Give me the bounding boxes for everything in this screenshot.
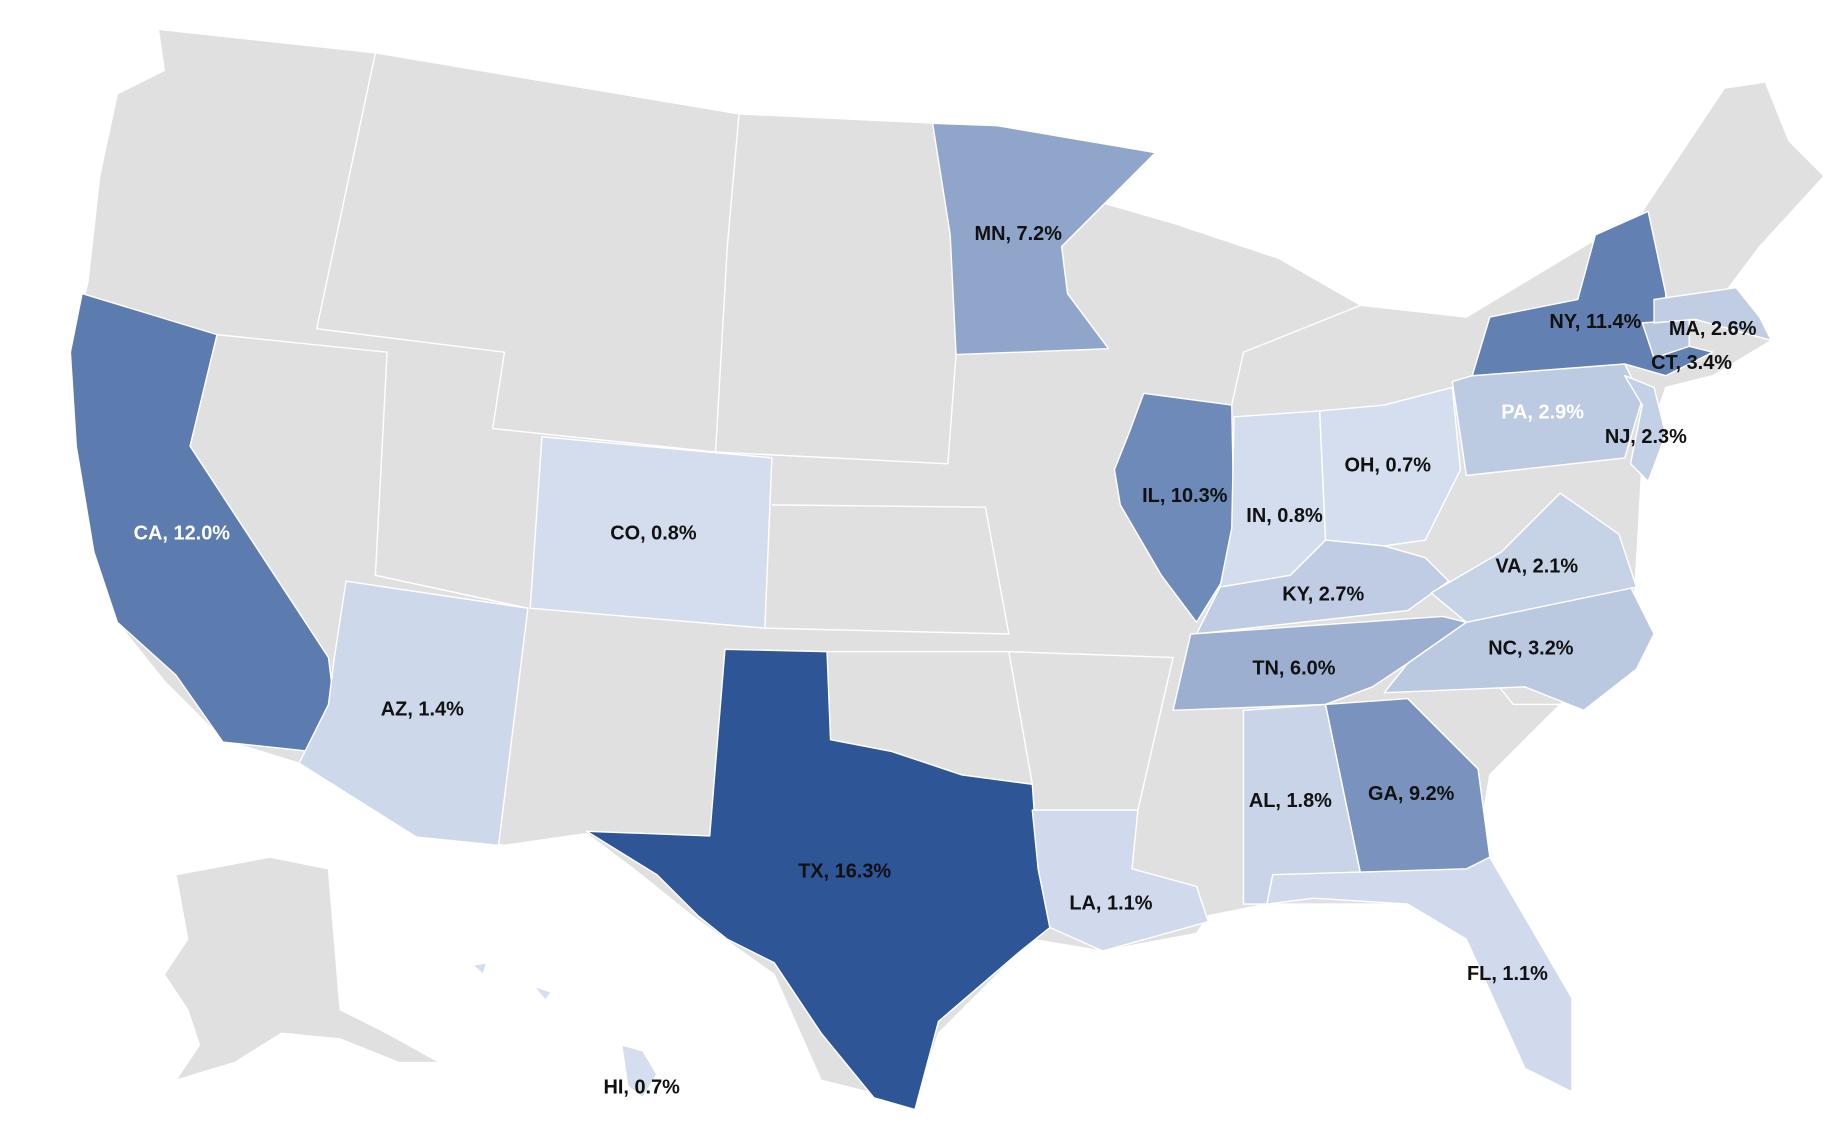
state <box>1624 375 1667 483</box>
state <box>1653 286 1773 342</box>
states <box>69 122 1773 1111</box>
state-label: PA, 2.9% <box>1501 402 1584 424</box>
state-label: VA, 2.1% <box>1495 555 1578 577</box>
state <box>529 436 773 629</box>
state-label: TX, 16.3% <box>798 861 891 883</box>
state <box>1031 809 1209 952</box>
state <box>69 292 336 753</box>
state-label: KY, 2.7% <box>1282 584 1364 606</box>
state-label: MN, 7.2% <box>974 223 1062 245</box>
state-label: CA, 12.0% <box>134 522 231 544</box>
state-label: CO, 0.8% <box>610 522 697 544</box>
state-label: GA, 9.2% <box>1368 783 1455 805</box>
state-label: TN, 6.0% <box>1252 657 1335 679</box>
state-label: FL, 1.1% <box>1467 963 1548 985</box>
state-label: OH, 0.7% <box>1345 454 1432 476</box>
state-label: NC, 3.2% <box>1488 638 1574 660</box>
state <box>1430 492 1638 623</box>
state-label: AL, 1.8% <box>1249 790 1332 812</box>
state-label: MA, 2.6% <box>1669 318 1757 340</box>
state-label: IL, 10.3% <box>1142 485 1228 507</box>
state <box>1195 539 1450 635</box>
state <box>298 580 529 847</box>
state-label: NY, 11.4% <box>1549 311 1641 333</box>
state <box>472 962 658 1099</box>
state <box>585 648 1051 1111</box>
alaska <box>163 856 441 1081</box>
state-label: HI, 0.7% <box>603 1077 680 1099</box>
state-label: NJ, 2.3% <box>1605 426 1687 448</box>
labels: TX, 16.3% CA, 12.0% AZ, 1.4% CO, 0.8% MN… <box>134 223 1757 1099</box>
state <box>1172 615 1468 712</box>
state <box>931 122 1157 356</box>
state-label: CT, 3.4% <box>1651 352 1732 374</box>
state-label: LA, 1.1% <box>1069 892 1152 914</box>
state-label: AZ, 1.4% <box>381 699 464 721</box>
state <box>1266 856 1573 1093</box>
state-label: IN, 0.8% <box>1246 505 1323 527</box>
